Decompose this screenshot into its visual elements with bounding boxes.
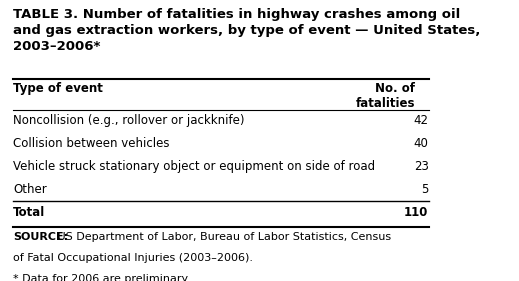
Text: of Fatal Occupational Injuries (2003–2006).: of Fatal Occupational Injuries (2003–200… [13, 253, 253, 263]
Text: SOURCE:: SOURCE: [13, 232, 69, 242]
Text: US Department of Labor, Bureau of Labor Statistics, Census: US Department of Labor, Bureau of Labor … [54, 232, 391, 242]
Text: 23: 23 [414, 160, 429, 173]
Text: TABLE 3. Number of fatalities in highway crashes among oil
and gas extraction wo: TABLE 3. Number of fatalities in highway… [13, 8, 481, 53]
Text: 40: 40 [414, 137, 429, 150]
Text: 110: 110 [404, 207, 429, 219]
Text: Total: Total [13, 207, 46, 219]
Text: 5: 5 [421, 183, 429, 196]
Text: 42: 42 [414, 114, 429, 127]
Text: * Data for 2006 are preliminary.: * Data for 2006 are preliminary. [13, 274, 190, 281]
Text: Other: Other [13, 183, 47, 196]
Text: Noncollision (e.g., rollover or jackknife): Noncollision (e.g., rollover or jackknif… [13, 114, 245, 127]
Text: Type of event: Type of event [13, 81, 103, 94]
Text: Vehicle struck stationary object or equipment on side of road: Vehicle struck stationary object or equi… [13, 160, 375, 173]
Text: No. of
fatalities: No. of fatalities [356, 81, 415, 110]
Text: Collision between vehicles: Collision between vehicles [13, 137, 170, 150]
